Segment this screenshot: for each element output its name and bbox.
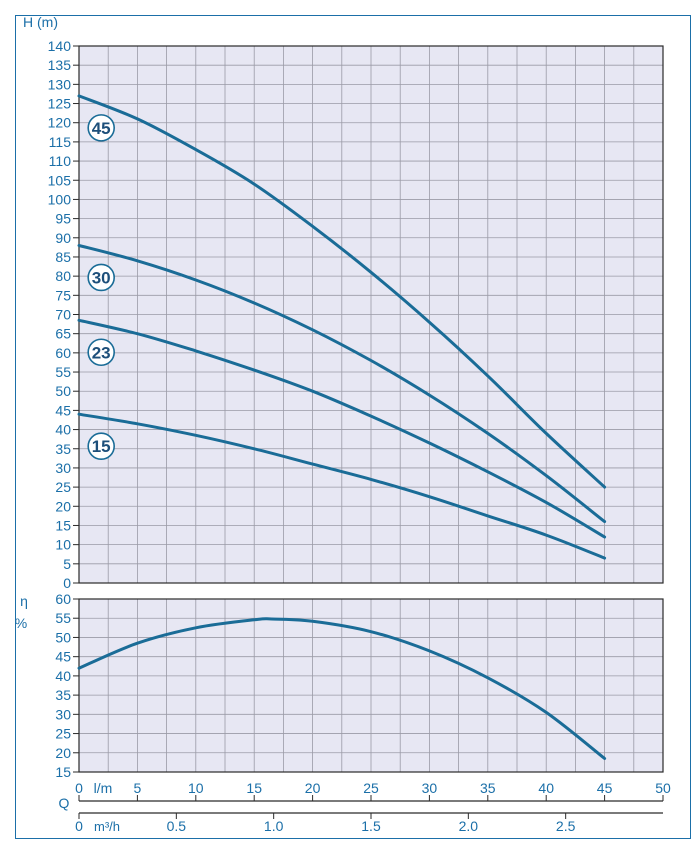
head-y-tick-label: 105 — [48, 172, 72, 188]
head-y-axis-title: H (m) — [23, 14, 58, 30]
series-label-text: 23 — [92, 343, 111, 362]
head-y-tick-label: 35 — [55, 441, 71, 457]
m3h-tick-label: 0 — [75, 818, 83, 834]
flow-axes: 0 5 10 15 20 25 30 35 40 45 50 l/m 0 0.5 1.0 1.5 2.0 2.5 m… — [59, 780, 671, 834]
lm-tick-label: 45 — [597, 780, 613, 796]
lm-tick-label: 0 — [75, 780, 83, 796]
lm-tick-label: 15 — [246, 780, 262, 796]
head-y-tick-label: 25 — [55, 479, 71, 495]
lm-tick-label: 35 — [480, 780, 496, 796]
head-y-tick-label: 50 — [55, 383, 71, 399]
m3h-tick-label: 2.5 — [556, 818, 576, 834]
efficiency-y-tick-label: 60 — [55, 591, 71, 607]
efficiency-y-tick-label: 45 — [55, 649, 71, 665]
head-y-tick-label: 20 — [55, 498, 71, 514]
series-label-circle — [87, 432, 115, 461]
lm-tick-label: 20 — [305, 780, 321, 796]
head-y-tick-label: 125 — [48, 96, 72, 112]
head-y-tick-label: 120 — [48, 115, 72, 131]
head-y-tick-label: 80 — [55, 268, 71, 284]
efficiency-y-axis-symbol: η — [20, 593, 28, 609]
head-y-tick-label: 5 — [63, 556, 71, 572]
series-label-text: 45 — [92, 119, 111, 138]
head-y-tick-label: 130 — [48, 76, 72, 92]
efficiency-y-tick-label: 25 — [55, 726, 71, 742]
efficiency-y-tick-label: 15 — [55, 764, 71, 780]
efficiency-grid — [78, 598, 664, 773]
head-y-tick-label: 90 — [55, 230, 71, 246]
efficiency-y-tick-label: 20 — [55, 745, 71, 761]
lm-tick-label: 40 — [538, 780, 554, 796]
head-series-label-15: 15 — [87, 432, 115, 461]
head-series-label-23: 23 — [87, 338, 115, 367]
head-y-tick-label: 110 — [49, 153, 72, 169]
head-curve-30 — [77, 244, 607, 524]
head-y-tick-label: 45 — [55, 402, 71, 418]
series-label-circle — [87, 263, 115, 292]
head-y-tick-label: 100 — [48, 191, 72, 207]
lm-tick-label: 50 — [655, 780, 671, 796]
efficiency-y-tick-label: 35 — [55, 687, 71, 703]
series-label-text: 30 — [92, 268, 111, 287]
head-y-tick-label: 15 — [55, 517, 71, 533]
lm-unit-label: l/m — [94, 780, 113, 796]
head-y-ticks: 0 5 10 15 20 25 30 35 40 45 50 55 60 65 70 75 80 85 90 95 10… — [48, 38, 79, 591]
head-y-tick-label: 65 — [55, 326, 71, 342]
head-chart: 0 5 10 15 20 25 30 35 40 45 50 55 60 65 70 75 80 85 90 95 10… — [23, 14, 664, 591]
q-axis-title: Q — [59, 795, 70, 811]
efficiency-curve — [77, 617, 607, 760]
m3h-tick-label: 0.5 — [167, 818, 187, 834]
head-grid — [78, 45, 664, 584]
head-y-tick-label: 75 — [55, 287, 71, 303]
series-label-circle — [87, 338, 115, 367]
head-y-tick-label: 40 — [55, 422, 71, 438]
head-y-tick-label: 60 — [55, 345, 71, 361]
efficiency-y-tick-label: 50 — [55, 629, 71, 645]
head-y-tick-label: 115 — [49, 134, 72, 150]
head-curve-15 — [77, 412, 607, 560]
head-y-tick-label: 95 — [55, 211, 71, 227]
head-y-tick-label: 85 — [55, 249, 71, 265]
lm-tick-label: 10 — [188, 780, 204, 796]
head-y-tick-label: 10 — [55, 537, 71, 553]
m3h-tick-label: 2.0 — [459, 818, 479, 834]
head-y-tick-label: 0 — [63, 575, 71, 591]
head-y-tick-label: 135 — [48, 57, 72, 73]
efficiency-y-axis-unit: % — [15, 615, 27, 631]
m3h-tick-label: 1.5 — [361, 818, 381, 834]
head-curve-45 — [77, 94, 607, 489]
series-label-text: 15 — [92, 437, 111, 456]
head-y-tick-label: 140 — [48, 38, 72, 54]
efficiency-y-tick-label: 40 — [55, 668, 71, 684]
head-series-label-30: 30 — [87, 263, 115, 292]
head-y-tick-label: 70 — [55, 307, 71, 323]
series-label-circle — [87, 114, 115, 142]
m3h-unit-label: m³/h — [94, 819, 120, 834]
efficiency-plot-border — [78, 598, 664, 773]
m3h-tick-label: 1.0 — [264, 818, 284, 834]
head-y-tick-label: 55 — [55, 364, 71, 380]
head-curve-23 — [77, 318, 607, 539]
efficiency-y-tick-label: 55 — [55, 610, 71, 626]
efficiency-chart: 15 20 25 30 35 40 45 50 55 60 η% — [15, 591, 664, 780]
head-series-label-45: 45 — [87, 114, 115, 142]
head-y-tick-label: 30 — [55, 460, 71, 476]
efficiency-y-ticks: 15 20 25 30 35 40 45 50 55 60 — [55, 591, 79, 780]
lm-tick-label: 25 — [363, 780, 379, 796]
efficiency-y-tick-label: 30 — [55, 706, 71, 722]
lm-tick-label: 5 — [134, 780, 142, 796]
lm-tick-label: 30 — [422, 780, 438, 796]
